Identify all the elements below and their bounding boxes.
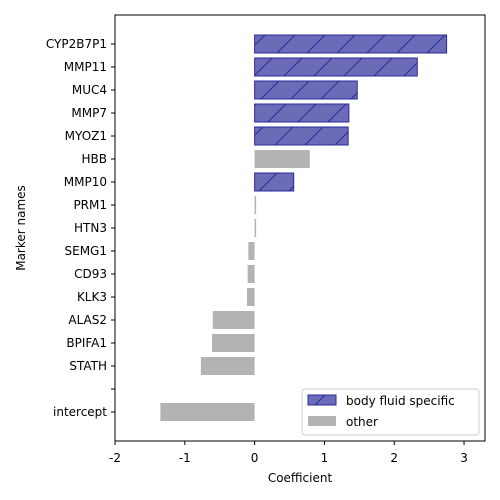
bar-hbb <box>254 150 310 168</box>
bar-alas2 <box>212 311 255 329</box>
x-axis: -2 -1 0 1 2 3 <box>109 441 468 465</box>
y-axis-label: Marker names <box>14 185 28 271</box>
bar-stath <box>200 357 255 375</box>
bars-layer <box>160 34 448 421</box>
bar-klk3 <box>246 288 255 306</box>
y-tick-label-cd93: CD93 <box>74 267 107 281</box>
y-tick-label-semg1: SEMG1 <box>65 244 108 258</box>
x-tick-label: -1 <box>179 451 191 465</box>
x-tick-label: 2 <box>390 451 398 465</box>
plot-frame <box>114 14 486 442</box>
legend: body fluid specific other <box>301 388 480 436</box>
y-tick-label-mmp11: MMP11 <box>64 60 107 74</box>
bar-htn3 <box>254 219 257 237</box>
bar-mmp11 <box>254 57 418 77</box>
y-tick-label-stath: STATH <box>69 359 107 373</box>
x-tick-label: 1 <box>321 451 329 465</box>
legend-label-other: other <box>346 415 378 429</box>
y-tick-label-klk3: KLK3 <box>77 290 107 304</box>
y-tick-label-intercept: intercept <box>53 405 107 419</box>
x-tick-label: -2 <box>109 451 121 465</box>
bar-bpifa1 <box>212 334 255 352</box>
legend-swatch-other <box>308 416 336 426</box>
legend-box <box>301 388 480 436</box>
legend-swatch-body-fluid-specific <box>307 394 337 406</box>
y-tick-label-myoz1: MYOZ1 <box>65 129 107 143</box>
y-tick-label-mmp7: MMP7 <box>71 106 107 120</box>
bar-myoz1 <box>254 126 349 146</box>
bar-cyp2b7p1 <box>254 34 448 54</box>
y-tick-label-hbb: HBB <box>82 152 108 166</box>
x-axis-label: Coefficient <box>268 471 333 485</box>
bar-cd93 <box>247 265 255 283</box>
y-axis: CYP2B7P1 MMP11 MUC4 MMP7 MYOZ1 HBB MMP10 PRM1 HT… <box>46 37 115 419</box>
legend-label-body-fluid-specific: body fluid specific <box>346 394 455 408</box>
y-tick-label-mmp10: MMP10 <box>64 175 107 189</box>
y-tick-label-bpifa1: BPIFA1 <box>66 336 107 350</box>
bar-muc4 <box>254 80 358 100</box>
bar-intercept <box>160 403 255 421</box>
y-tick-label-htn3: HTN3 <box>74 221 107 235</box>
bar-semg1 <box>248 242 255 260</box>
y-tick-label-alas2: ALAS2 <box>68 313 107 327</box>
bar-mmp7 <box>254 103 350 123</box>
y-tick-label-cyp2b7p1: CYP2B7P1 <box>46 37 107 51</box>
x-tick-label: 0 <box>251 451 259 465</box>
bar-mmp10 <box>254 172 295 192</box>
y-tick-label-prm1: PRM1 <box>73 198 107 212</box>
y-tick-label-muc4: MUC4 <box>72 83 107 97</box>
x-tick-label: 3 <box>460 451 468 465</box>
bar-prm1 <box>254 196 257 214</box>
